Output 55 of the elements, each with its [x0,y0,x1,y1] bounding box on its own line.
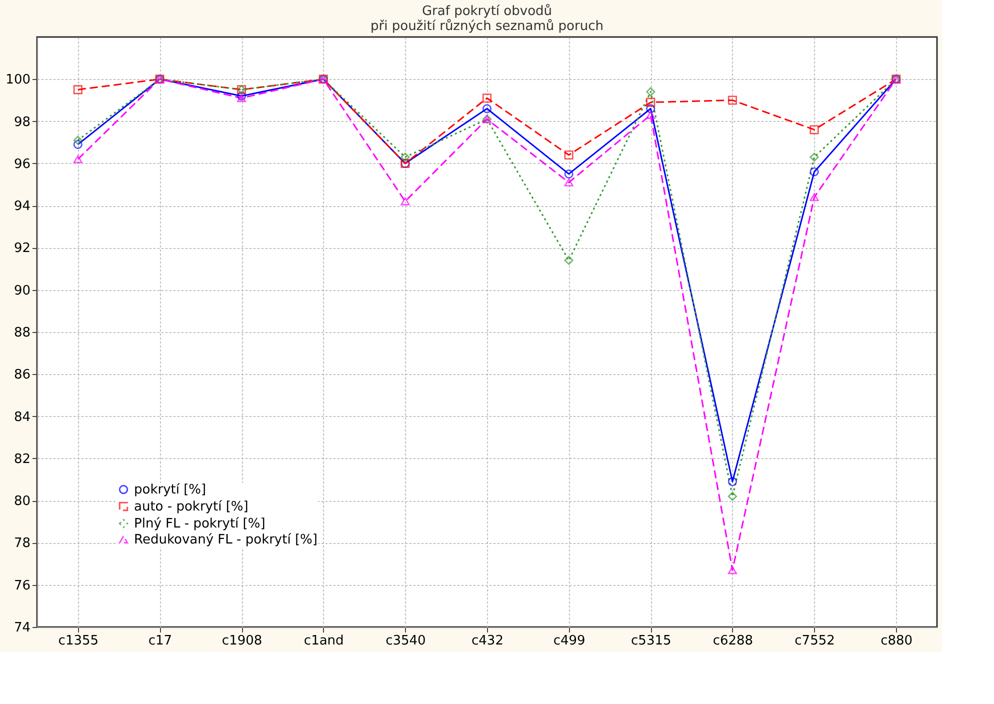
point [728,477,737,486]
point [400,197,410,206]
point [810,125,819,134]
y-tick-label: 98 [14,114,30,130]
legend-label: Plný FL - pokrytí [%] [134,516,266,532]
x-tick-label: c17 [148,634,172,648]
legend-label: pokrytí [%] [134,482,206,498]
y-tick-label: 96 [14,156,30,172]
point [73,136,82,145]
point [728,96,737,105]
point [810,167,819,176]
point [646,104,656,114]
point [810,193,819,202]
x-tick-label: c1355 [58,634,99,648]
x-tick-label: c499 [553,634,586,648]
y-tick-label: 84 [14,410,30,425]
point [482,104,492,114]
y-tick-label: 92 [14,241,30,256]
y-tick-label: 78 [14,536,30,552]
point [564,178,574,186]
point [482,94,492,103]
point [564,169,574,178]
point [810,152,819,162]
y-tick-label: 94 [14,199,30,214]
point [564,150,574,160]
x-tick-label: c3540 [386,634,426,648]
x-tick-label: c1908 [222,634,262,648]
point [73,85,82,94]
point [646,98,656,107]
y-tick-label: 100 [6,72,30,88]
x-tick-label: c5315 [631,634,672,648]
point [400,152,410,162]
y-tick-label: 76 [14,578,30,594]
chart-title: Graf pokrytí obvodů při použití různých seznamů poruch [370,3,604,34]
x-tick-label: c1and [304,634,344,648]
point [728,566,737,574]
legend-label: Redukovaný FL - pokrytí [%] [134,532,318,548]
legend-label: auto - pokrytí [%] [134,500,248,514]
y-tick-label: 82 [14,452,30,467]
point [237,94,246,102]
point [728,492,737,501]
y-tick-label: 86 [14,368,30,383]
y-tick-label: 74 [14,620,30,636]
point [646,87,656,96]
x-tick-label: c880 [880,634,913,648]
point [73,155,82,164]
x-tick-label: c6288 [712,634,754,648]
x-tick-label: c432 [472,634,504,648]
point [73,140,82,149]
point [646,110,656,119]
point [564,256,574,265]
y-tick-label: 80 [14,494,30,510]
x-tick-label: c7552 [794,634,835,648]
y-tick-label: 90 [14,283,30,298]
y-tick-label: 88 [14,326,30,340]
